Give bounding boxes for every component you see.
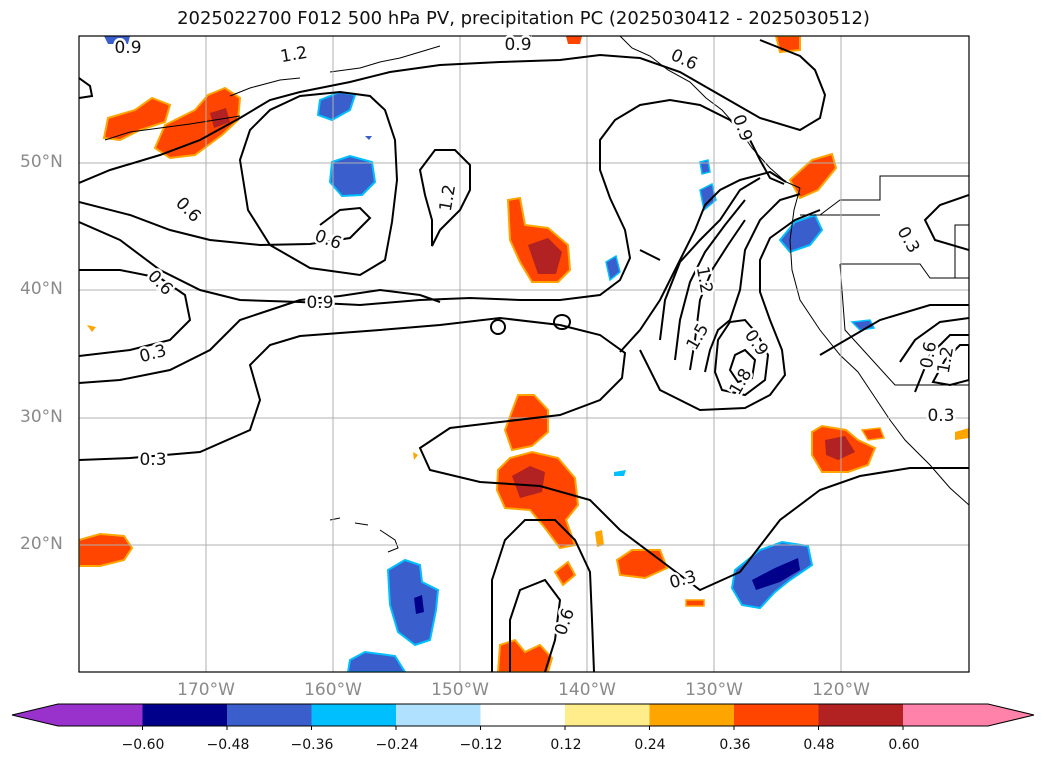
colorbar-tick-label: 0.12 bbox=[550, 737, 582, 753]
lon-label: 150°W bbox=[431, 680, 489, 700]
colorbar-segment bbox=[480, 704, 566, 726]
contour-label: 0.6 bbox=[551, 606, 579, 638]
contour-label: 0.3 bbox=[893, 223, 924, 256]
contour-label: 0.6 bbox=[171, 193, 204, 226]
contour-label: 0.9 bbox=[306, 293, 333, 313]
lat-label: 20°N bbox=[20, 534, 63, 554]
colorbar-segment bbox=[565, 704, 650, 726]
colorbar-extend-min bbox=[12, 704, 143, 726]
contour-label: 0.3 bbox=[137, 341, 168, 367]
colorbar-tick-label: −0.36 bbox=[290, 737, 334, 753]
lon-label: 140°W bbox=[558, 680, 616, 700]
contour-label: 1.5 bbox=[683, 320, 714, 353]
colorbar-segment bbox=[649, 704, 735, 726]
lat-label: 30°N bbox=[20, 407, 63, 427]
colorbar-outline bbox=[11, 703, 1035, 727]
map-title: 2025022700 F012 500 hPa PV, precipitatio… bbox=[177, 8, 870, 29]
colorbar-extend-max bbox=[903, 704, 1034, 726]
colorbar-tick-label: −0.24 bbox=[375, 737, 419, 753]
lon-label: 120°W bbox=[812, 680, 870, 700]
contour-label: 1.2 bbox=[436, 183, 460, 213]
colorbar-tick-label: 0.60 bbox=[888, 737, 920, 753]
lat-label: 40°N bbox=[20, 279, 63, 299]
colorbar-tick-label: −0.48 bbox=[206, 737, 250, 753]
colorbar-tick-label: −0.60 bbox=[121, 737, 165, 753]
contour-label: 0.9 bbox=[728, 112, 756, 144]
map-frame bbox=[78, 35, 970, 673]
colorbar-tick-label: 0.24 bbox=[634, 737, 666, 753]
contour-label: 0.6 bbox=[143, 266, 176, 299]
colorbar-tick-label: 0.36 bbox=[719, 737, 751, 753]
contour-label: 0.9 bbox=[504, 35, 531, 55]
lon-label: 130°W bbox=[685, 680, 743, 700]
colorbar-tick-label: −0.12 bbox=[459, 737, 503, 753]
contour-label: 0.3 bbox=[667, 567, 698, 593]
colorbar-segment bbox=[311, 704, 397, 726]
colorbar bbox=[11, 703, 1035, 730]
contour-labels: 0.9 1.2 0.9 0.6 0.9 0.6 0.6 1.2 0.6 0.9 0.3 0.3 1.2 1… bbox=[112, 33, 961, 641]
lon-label: 170°W bbox=[177, 680, 235, 700]
contour-label: 0.3 bbox=[139, 450, 166, 470]
colorbar-segment bbox=[818, 704, 904, 726]
contour-label: 1.2 bbox=[934, 345, 958, 375]
colorbar-segment bbox=[142, 704, 228, 726]
contour-label: 0.6 bbox=[312, 226, 344, 254]
lon-label: 160°W bbox=[304, 680, 362, 700]
precip-positive-areas bbox=[79, 36, 969, 672]
contour-label: 1.2 bbox=[279, 43, 309, 67]
coastlines bbox=[104, 36, 969, 553]
grid bbox=[79, 36, 969, 672]
contour-label: 0.9 bbox=[114, 38, 141, 58]
contour-label: 0.3 bbox=[927, 406, 954, 426]
colorbar-tick-label: 0.48 bbox=[803, 737, 835, 753]
colorbar-segment bbox=[396, 704, 481, 726]
colorbar-segment bbox=[734, 704, 819, 726]
contour-label: 1.2 bbox=[692, 265, 716, 295]
lat-label: 50°N bbox=[20, 152, 63, 172]
pv-contours bbox=[79, 39, 969, 672]
colorbar-segment bbox=[227, 704, 312, 726]
